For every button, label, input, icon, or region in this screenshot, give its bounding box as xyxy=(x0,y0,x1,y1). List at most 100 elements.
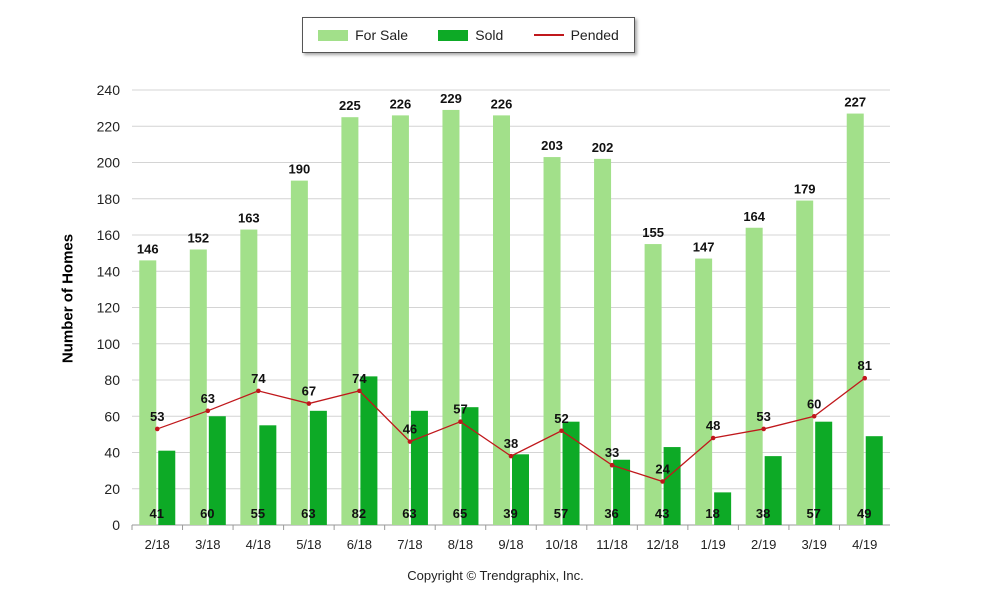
bar-for-sale xyxy=(594,158,612,525)
data-label-sold: 65 xyxy=(453,506,467,521)
data-label-sold: 49 xyxy=(857,506,871,521)
data-label-for-sale: 155 xyxy=(642,225,664,240)
data-label-for-sale: 203 xyxy=(541,138,563,153)
y-axis-title: Number of Homes xyxy=(59,233,77,364)
bar-for-sale xyxy=(341,117,359,525)
x-tick-label: 4/18 xyxy=(246,537,271,552)
data-label-pended: 52 xyxy=(554,411,568,426)
data-label-for-sale: 229 xyxy=(440,91,462,106)
bar-sold xyxy=(562,421,580,525)
x-tick-label: 7/18 xyxy=(397,537,422,552)
data-label-pended: 74 xyxy=(352,371,367,386)
data-label-sold: 18 xyxy=(705,506,719,521)
legend-item-sold: Sold xyxy=(438,27,503,43)
bar-sold xyxy=(309,410,327,525)
bar-sold xyxy=(613,459,631,525)
x-tick-label: 3/19 xyxy=(802,537,827,552)
y-tick-label: 0 xyxy=(112,517,120,533)
data-label-pended: 63 xyxy=(201,391,215,406)
data-label-pended: 67 xyxy=(302,384,316,399)
y-tick-label: 40 xyxy=(104,445,120,461)
x-tick-label: 2/18 xyxy=(145,537,170,552)
bar-sold xyxy=(259,425,277,525)
bar-for-sale xyxy=(240,229,258,525)
point-pended xyxy=(761,426,766,432)
data-label-sold: 39 xyxy=(503,506,517,521)
x-tick-label: 2/19 xyxy=(751,537,776,552)
x-tick-label: 6/18 xyxy=(347,537,372,552)
bar-sold xyxy=(512,454,529,525)
data-label-for-sale: 202 xyxy=(592,140,614,155)
point-pended xyxy=(205,408,211,414)
data-label-pended: 53 xyxy=(756,409,770,424)
bar-sold xyxy=(360,376,378,525)
y-tick-label: 160 xyxy=(97,227,121,243)
point-pended xyxy=(357,388,362,394)
x-tick-label: 12/18 xyxy=(646,537,679,552)
legend-item-pended: Pended xyxy=(533,27,619,43)
data-label-sold: 41 xyxy=(150,506,164,521)
point-pended xyxy=(256,388,261,394)
x-tick-label: 11/18 xyxy=(596,537,628,552)
bar-sold xyxy=(865,436,883,525)
y-tick-label: 100 xyxy=(97,336,121,352)
data-label-sold: 63 xyxy=(301,506,315,521)
bar-for-sale xyxy=(189,249,207,525)
y-tick-label: 140 xyxy=(97,263,121,279)
y-tick-label: 180 xyxy=(97,191,121,207)
data-label-for-sale: 164 xyxy=(743,209,765,224)
data-label-pended: 24 xyxy=(655,462,670,477)
data-label-sold: 82 xyxy=(352,506,366,521)
point-pended xyxy=(559,428,564,434)
bar-for-sale xyxy=(543,157,561,525)
bar-for-sale xyxy=(695,258,713,525)
data-label-pended: 38 xyxy=(504,436,518,451)
data-label-for-sale: 146 xyxy=(137,241,159,256)
data-label-pended: 53 xyxy=(150,409,164,424)
data-label-pended: 74 xyxy=(251,371,266,386)
y-tick-label: 220 xyxy=(97,118,121,134)
data-label-for-sale: 190 xyxy=(289,162,311,177)
y-tick-label: 120 xyxy=(97,300,121,316)
x-tick-label: 3/18 xyxy=(195,537,220,552)
point-pended xyxy=(154,426,160,432)
bar-for-sale xyxy=(391,115,409,525)
bar-for-sale xyxy=(139,260,157,525)
data-label-pended: 57 xyxy=(453,402,467,417)
data-label-pended: 81 xyxy=(857,358,871,373)
data-label-sold: 36 xyxy=(604,506,618,521)
x-tick-label: 5/18 xyxy=(296,537,321,552)
bar-sold xyxy=(158,450,176,525)
data-label-for-sale: 226 xyxy=(491,96,513,111)
x-tick-label: 10/18 xyxy=(545,537,578,552)
y-tick-label: 60 xyxy=(104,408,120,424)
x-tick-label: 9/18 xyxy=(498,537,523,552)
point-pended xyxy=(862,375,868,381)
data-label-sold: 57 xyxy=(806,506,820,521)
x-tick-label: 1/19 xyxy=(700,537,725,552)
point-pended xyxy=(306,401,312,406)
y-tick-label: 240 xyxy=(97,82,121,98)
data-label-for-sale: 227 xyxy=(844,95,866,110)
y-tick-label: 200 xyxy=(97,155,121,171)
bar-sold xyxy=(208,416,226,525)
bar-sold xyxy=(663,447,681,525)
legend: For Sale Sold Pended xyxy=(302,17,635,53)
bar-for-sale xyxy=(442,109,460,525)
data-label-pended: 46 xyxy=(403,422,417,437)
legend-swatch-sold xyxy=(438,29,469,41)
data-label-for-sale: 226 xyxy=(390,96,412,111)
point-pended xyxy=(660,479,665,484)
point-pended xyxy=(508,453,514,459)
point-pended xyxy=(458,419,463,424)
point-pended xyxy=(407,439,413,444)
copyright: Copyright © Trendgraphix, Inc. xyxy=(407,568,584,583)
bar-sold xyxy=(815,421,833,525)
data-label-sold: 57 xyxy=(554,506,568,521)
point-pended xyxy=(811,413,817,419)
bar-for-sale xyxy=(745,227,763,525)
data-label-sold: 63 xyxy=(402,506,416,521)
data-label-sold: 55 xyxy=(251,506,265,521)
bar-for-sale xyxy=(846,113,864,525)
legend-label-pended: Pended xyxy=(570,27,619,43)
